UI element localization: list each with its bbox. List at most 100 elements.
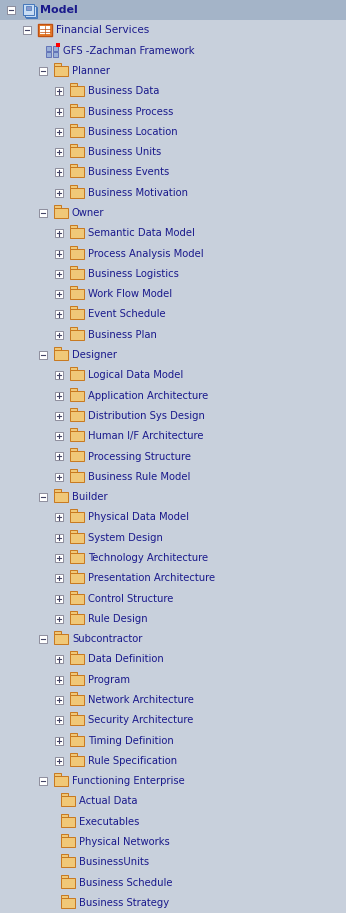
Bar (70, 732, 77, 736)
Bar (61, 857, 75, 867)
Bar (70, 512, 84, 522)
Bar (7, 6, 15, 14)
Text: Work Flow Model: Work Flow Model (88, 289, 172, 299)
Bar (70, 147, 84, 157)
Bar (70, 266, 77, 269)
Text: Control Structure: Control Structure (88, 593, 173, 603)
Text: Functioning Enterprise: Functioning Enterprise (72, 776, 185, 786)
Text: Planner: Planner (72, 66, 110, 76)
Text: Business Strategy: Business Strategy (79, 897, 169, 908)
Bar (70, 614, 84, 624)
Bar (55, 453, 63, 460)
Bar (54, 492, 68, 502)
Bar (61, 817, 75, 826)
Text: Network Architecture: Network Architecture (88, 695, 194, 705)
Bar (70, 408, 77, 411)
Text: GFS -Zachman Framework: GFS -Zachman Framework (63, 46, 194, 56)
Bar (70, 144, 77, 147)
Bar (55, 737, 63, 744)
Text: Business Rule Model: Business Rule Model (88, 472, 190, 482)
Bar (70, 591, 77, 593)
Bar (55, 189, 63, 196)
Bar (70, 675, 84, 685)
Text: Program: Program (88, 675, 130, 685)
Bar (55, 473, 63, 481)
Bar (55, 574, 63, 582)
Bar (53, 46, 58, 51)
Bar (54, 205, 61, 208)
Bar (54, 208, 68, 218)
Bar (55, 432, 63, 440)
Bar (70, 573, 84, 583)
Text: Financial Services: Financial Services (56, 26, 149, 36)
Bar (70, 715, 84, 725)
Bar (70, 184, 77, 188)
Bar (61, 875, 68, 877)
Text: BusinessUnits: BusinessUnits (79, 857, 149, 867)
Bar (70, 164, 77, 167)
Bar (70, 428, 77, 431)
Bar (70, 269, 84, 278)
Text: Event Schedule: Event Schedule (88, 310, 166, 320)
Bar (61, 834, 68, 837)
Bar (70, 530, 77, 532)
Bar (23, 26, 31, 35)
Text: Business Schedule: Business Schedule (79, 877, 173, 887)
Bar (70, 327, 77, 330)
Bar (54, 631, 61, 635)
Text: Designer: Designer (72, 350, 117, 360)
Bar (61, 855, 68, 857)
Text: Processing Structure: Processing Structure (88, 452, 191, 461)
Bar (70, 107, 84, 117)
Bar (70, 289, 84, 299)
Bar (70, 246, 77, 248)
Bar (70, 388, 77, 391)
Bar (70, 509, 77, 512)
Bar (26, 7, 37, 18)
Bar (70, 712, 77, 715)
Bar (70, 307, 77, 310)
Bar (39, 777, 47, 785)
Bar (55, 614, 63, 623)
Bar (70, 672, 77, 675)
Bar (70, 448, 77, 452)
Bar (55, 554, 63, 561)
Bar (70, 330, 84, 340)
Bar (55, 392, 63, 400)
Text: Semantic Data Model: Semantic Data Model (88, 228, 195, 238)
Bar (70, 472, 84, 482)
Bar (55, 372, 63, 379)
Text: Application Architecture: Application Architecture (88, 391, 208, 401)
Bar (70, 391, 84, 401)
Bar (70, 736, 84, 746)
Bar (70, 452, 84, 461)
Bar (70, 367, 77, 371)
Text: Security Architecture: Security Architecture (88, 715, 193, 725)
Bar (61, 895, 68, 897)
Text: Builder: Builder (72, 492, 108, 502)
Text: Owner: Owner (72, 208, 104, 218)
Bar (61, 813, 68, 817)
Bar (26, 6, 31, 10)
Text: Distribution Sys Design: Distribution Sys Design (88, 411, 205, 421)
Bar (70, 611, 77, 614)
Bar (70, 753, 77, 756)
Bar (55, 594, 63, 603)
Bar (70, 532, 84, 542)
Bar (55, 717, 63, 724)
Bar (70, 87, 84, 96)
Bar (40, 26, 50, 35)
Text: Business Process: Business Process (88, 107, 173, 117)
Bar (61, 793, 68, 796)
Text: Technology Architecture: Technology Architecture (88, 553, 208, 563)
Text: Logical Data Model: Logical Data Model (88, 371, 183, 381)
Text: Data Definition: Data Definition (88, 655, 164, 665)
Bar (55, 534, 63, 541)
Bar (38, 25, 52, 37)
Bar (70, 286, 77, 289)
Text: Business Data: Business Data (88, 87, 160, 96)
Bar (70, 651, 77, 655)
Bar (70, 226, 77, 228)
Bar (25, 5, 36, 16)
Bar (54, 66, 68, 76)
